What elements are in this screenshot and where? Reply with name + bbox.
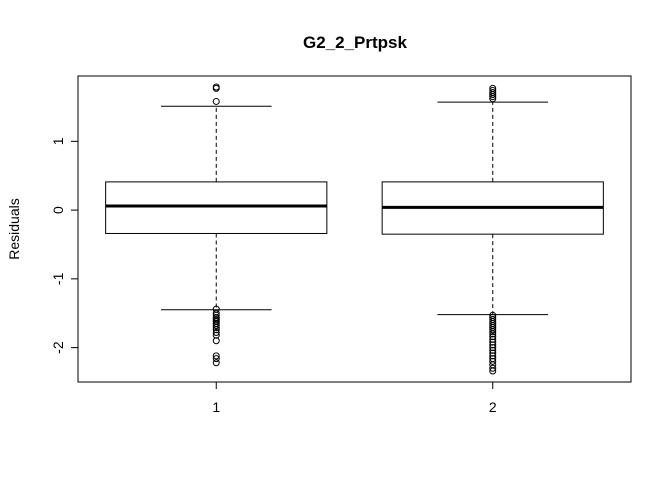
outlier-point bbox=[489, 364, 497, 372]
outlier-point bbox=[489, 367, 497, 375]
y-tick-label: -1 bbox=[50, 272, 66, 285]
y-tick-label: 0 bbox=[50, 206, 66, 214]
outlier-point bbox=[489, 357, 497, 365]
outlier-point bbox=[212, 352, 220, 360]
outlier-point bbox=[489, 91, 497, 99]
y-axis-label: Residuals bbox=[6, 198, 22, 259]
boxes-layer bbox=[105, 83, 604, 375]
outlier-point bbox=[212, 84, 220, 92]
outlier-point bbox=[212, 359, 220, 367]
x-tick-label: 1 bbox=[212, 399, 220, 415]
outlier-point bbox=[212, 355, 220, 363]
y-axis: -2 -1 0 1 bbox=[50, 137, 79, 354]
outlier-point bbox=[212, 322, 220, 330]
outlier-point bbox=[212, 328, 220, 336]
outlier-point bbox=[489, 93, 497, 101]
iqr-box bbox=[105, 181, 328, 234]
box-group-2 bbox=[381, 84, 604, 375]
outlier-point bbox=[489, 326, 497, 334]
y-tick-label: -2 bbox=[50, 341, 66, 354]
outlier-point bbox=[489, 328, 497, 336]
outlier-point bbox=[489, 95, 497, 103]
chart-title: G2_2_Prtpsk bbox=[303, 33, 407, 52]
outlier-point bbox=[212, 324, 220, 332]
outlier-point bbox=[212, 337, 220, 345]
outlier-point bbox=[212, 97, 220, 105]
x-tick-label: 2 bbox=[489, 399, 497, 415]
box-group-1 bbox=[105, 83, 328, 367]
y-tick-label: 1 bbox=[50, 137, 66, 145]
